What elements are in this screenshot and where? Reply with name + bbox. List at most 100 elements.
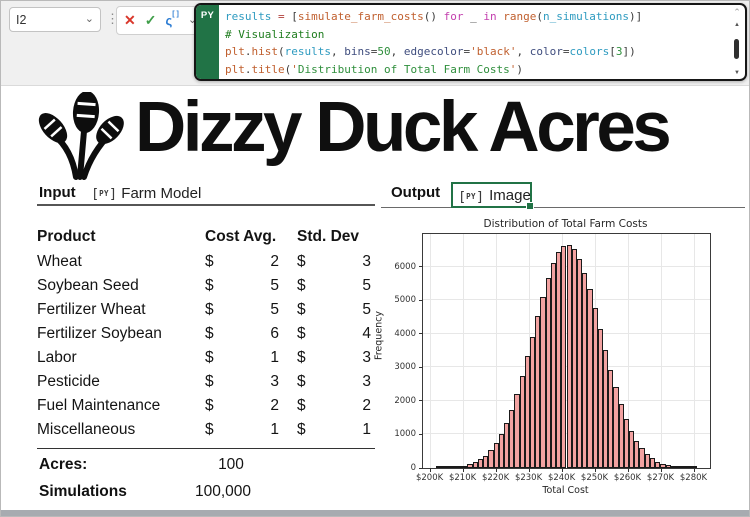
cell-cost-avg[interactable]: 6 bbox=[270, 325, 279, 342]
histogram-bar bbox=[540, 296, 546, 468]
histogram-bar bbox=[462, 465, 468, 468]
column-header-product[interactable]: Product bbox=[37, 228, 96, 245]
chart-title: Distribution of Total Farm Costs bbox=[483, 218, 648, 230]
cell-currency[interactable]: $ bbox=[297, 253, 306, 270]
cell-product[interactable]: Labor bbox=[37, 349, 77, 366]
python-cell-icon: [PY] bbox=[458, 188, 485, 205]
cell-std-dev[interactable]: 4 bbox=[362, 325, 371, 342]
cell-cost-avg[interactable]: 1 bbox=[270, 421, 279, 438]
cell-cost-avg[interactable]: 3 bbox=[270, 373, 279, 390]
cell-name-box[interactable]: I2 ⌄ bbox=[9, 7, 101, 32]
histogram-bar bbox=[503, 423, 510, 468]
cell-cost-avg[interactable]: 1 bbox=[270, 349, 279, 366]
input-type-cell[interactable]: [PY] Farm Model bbox=[91, 184, 201, 202]
column-header-cost-avg[interactable]: Cost Avg. bbox=[205, 228, 277, 245]
output-type-label: Image bbox=[489, 186, 531, 204]
cell-std-dev[interactable]: 3 bbox=[362, 253, 371, 270]
cell-currency[interactable]: $ bbox=[205, 301, 214, 318]
x-tick-label: $220K bbox=[481, 473, 510, 483]
selection-fill-handle[interactable] bbox=[526, 202, 534, 210]
histogram-bar bbox=[535, 315, 541, 468]
collapse-formula-bar-icon[interactable]: ⌃ bbox=[733, 7, 741, 17]
cell-cost-avg[interactable]: 2 bbox=[270, 397, 279, 414]
cell-currency[interactable]: $ bbox=[297, 421, 306, 438]
histogram-bar bbox=[498, 434, 504, 468]
y-tick-label: 0 bbox=[410, 463, 416, 473]
formula-bar-scrollbar[interactable]: ▲ ▼ bbox=[734, 19, 740, 76]
x-tick-label: $280K bbox=[679, 473, 708, 483]
cell-currency[interactable]: $ bbox=[205, 349, 214, 366]
cell-product[interactable]: Fertilizer Soybean bbox=[37, 325, 162, 342]
table-row: Wheat $2 $3 bbox=[37, 250, 377, 274]
output-section-divider bbox=[381, 207, 745, 208]
cell-product[interactable]: Pesticide bbox=[37, 373, 100, 390]
cell-currency[interactable]: $ bbox=[205, 397, 214, 414]
histogram-bar bbox=[530, 336, 536, 468]
cell-std-dev[interactable]: 3 bbox=[362, 349, 371, 366]
cell-std-dev[interactable]: 3 bbox=[362, 373, 371, 390]
more-options-icon[interactable]: ⋮ bbox=[106, 11, 119, 26]
histogram-bar bbox=[602, 349, 609, 468]
formula-code-editor[interactable]: results = [simulate_farm_costs() for _ i… bbox=[219, 5, 729, 79]
acres-value[interactable]: 100 bbox=[218, 456, 244, 473]
cell-currency[interactable]: $ bbox=[297, 301, 306, 318]
chevron-down-icon[interactable]: ⌄ bbox=[84, 13, 94, 25]
x-gridline bbox=[462, 234, 464, 468]
scroll-up-icon[interactable]: ▲ bbox=[734, 22, 740, 28]
y-tick-label: 3000 bbox=[394, 362, 416, 373]
cell-std-dev[interactable]: 1 bbox=[362, 421, 371, 438]
histogram-bar bbox=[613, 387, 619, 468]
farm-logo-icon bbox=[38, 92, 124, 180]
python-badge: PY bbox=[196, 5, 219, 79]
acres-label[interactable]: Acres: bbox=[39, 456, 88, 473]
code-line: plt.title('Distribution of Total Farm Co… bbox=[225, 62, 524, 76]
formula-bar[interactable]: PY results = [simulate_farm_costs() for … bbox=[194, 3, 747, 81]
histogram-bar bbox=[556, 252, 562, 468]
cell-product[interactable]: Fertilizer Wheat bbox=[37, 301, 146, 318]
cell-std-dev[interactable]: 5 bbox=[362, 301, 371, 318]
cell-product[interactable]: Wheat bbox=[37, 253, 82, 270]
cell-product[interactable]: Miscellaneous bbox=[37, 421, 136, 438]
histogram-bar bbox=[441, 466, 447, 468]
cell-currency[interactable]: $ bbox=[205, 373, 214, 390]
output-section-label[interactable]: Output bbox=[391, 184, 441, 201]
cell-std-dev[interactable]: 2 bbox=[362, 397, 371, 414]
column-header-std-dev[interactable]: Std. Dev bbox=[297, 228, 360, 245]
cell-currency[interactable]: $ bbox=[205, 421, 214, 438]
cell-currency[interactable]: $ bbox=[297, 277, 306, 294]
scroll-down-icon[interactable]: ▼ bbox=[734, 70, 740, 76]
cell-std-dev[interactable]: 5 bbox=[362, 277, 371, 294]
cell-currency[interactable]: $ bbox=[297, 325, 306, 342]
cell-currency[interactable]: $ bbox=[297, 349, 306, 366]
accept-icon[interactable]: ✓ bbox=[144, 12, 157, 28]
histogram-bar bbox=[634, 440, 640, 468]
cell-cost-avg[interactable]: 5 bbox=[270, 301, 279, 318]
histogram-bar bbox=[675, 466, 682, 468]
histogram-bar bbox=[451, 466, 458, 468]
scrollbar-thumb[interactable] bbox=[734, 39, 740, 59]
output-chart-image[interactable]: Distribution of Total Farm Costs 0 1000 20… bbox=[374, 213, 749, 509]
cell-currency[interactable]: $ bbox=[297, 397, 306, 414]
table-footer-divider bbox=[37, 448, 375, 449]
selected-output-cell[interactable]: [PY] Image bbox=[451, 182, 534, 210]
chevron-down-icon[interactable]: ⌄ bbox=[187, 14, 198, 26]
cell-product[interactable]: Soybean Seed bbox=[37, 277, 139, 294]
cancel-icon[interactable]: ✕ bbox=[124, 12, 136, 28]
simulations-value[interactable]: 100,000 bbox=[194, 483, 252, 500]
cell-currency[interactable]: $ bbox=[297, 373, 306, 390]
y-tick-mark bbox=[419, 433, 423, 435]
histogram-bar bbox=[488, 450, 494, 468]
cell-currency[interactable]: $ bbox=[205, 325, 214, 342]
input-section-label[interactable]: Input bbox=[39, 184, 76, 201]
cell-cost-avg[interactable]: 5 bbox=[270, 277, 279, 294]
cell-cost-avg[interactable]: 2 bbox=[270, 253, 279, 270]
histogram-bar bbox=[691, 466, 697, 468]
simulations-label[interactable]: Simulations bbox=[39, 483, 127, 500]
histogram-bar bbox=[524, 356, 530, 468]
cell-product[interactable]: Fuel Maintenance bbox=[37, 397, 161, 414]
cell-currency[interactable]: $ bbox=[205, 253, 214, 270]
cell-currency[interactable]: $ bbox=[205, 277, 214, 294]
histogram-bar bbox=[472, 462, 478, 468]
python-object-icon[interactable]: ς[ ] bbox=[165, 10, 179, 28]
